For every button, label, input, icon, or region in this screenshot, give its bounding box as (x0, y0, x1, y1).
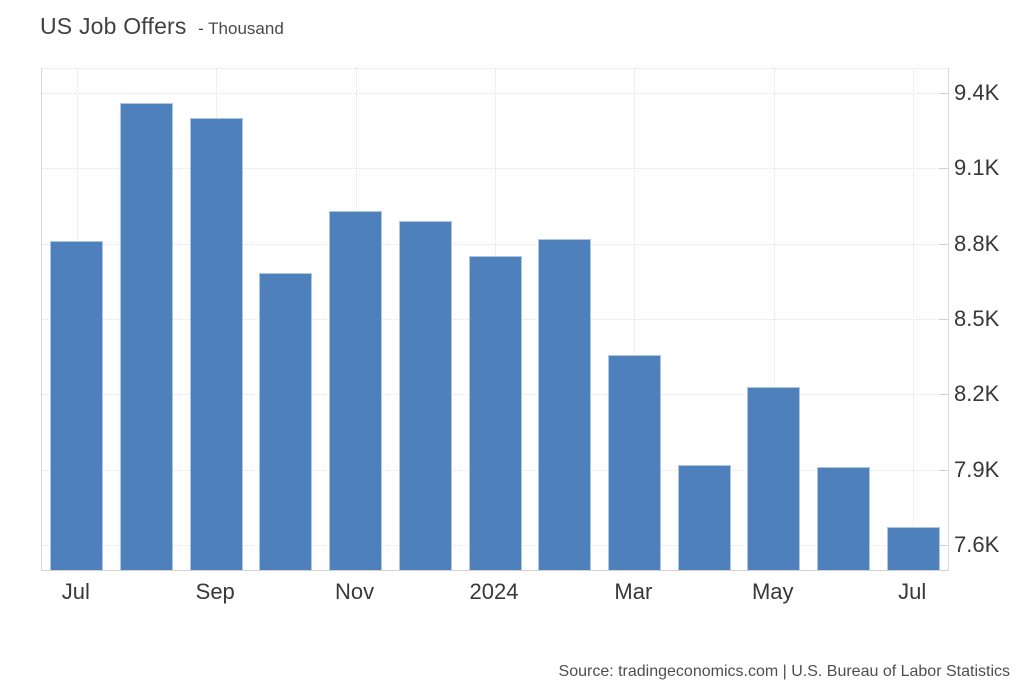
bar-nov-2023[interactable] (329, 211, 383, 570)
x-axis-label-2024: 2024 (469, 579, 519, 604)
gridline-x-Jul (913, 68, 915, 570)
chart-title: US Job Offers - Thousand (40, 13, 284, 40)
gridline-x-May (773, 68, 775, 570)
bar-jul-2024[interactable] (886, 526, 940, 570)
y-axis-label-8.5K: 8.5K (954, 306, 1000, 331)
bar-mar-2024[interactable] (607, 355, 661, 570)
y-axis-label-8.2K: 8.2K (954, 381, 1000, 407)
plot-area (41, 68, 949, 571)
y-axis-label-9.1K: 9.1K (954, 155, 1000, 181)
y-axis-label-8.8K: 8.8K (954, 230, 1000, 256)
y-axis-label-7.6K: 7.6K (954, 531, 1000, 557)
y-tick-8.5K (939, 319, 947, 320)
x-axis-label-May: May (751, 579, 794, 604)
source-attribution: Source: tradingeconomics.com | U.S. Bure… (558, 663, 1010, 680)
y-tick-8.8K (939, 243, 947, 245)
bar-jun-2024[interactable] (816, 467, 870, 570)
x-axis-label-Sep: Sep (195, 579, 235, 604)
y-axis-label-9.4K: 9.4K (954, 80, 1000, 106)
y-axis-label-7.9K: 7.9K (954, 456, 1000, 482)
y-tick-9.1K (939, 168, 947, 170)
x-axis-label-Jul: Jul (61, 579, 90, 604)
bar-oct-2023[interactable] (259, 272, 313, 570)
bar-apr-2024[interactable] (677, 464, 731, 570)
x-axis-label-Mar: Mar (614, 579, 653, 604)
y-tick-8.2K (939, 394, 947, 396)
bar-feb-2024[interactable] (538, 238, 592, 570)
y-tick-9.4K (939, 93, 947, 95)
bar-jul-2023[interactable] (50, 241, 104, 570)
chart-title-unit: - Thousand (198, 19, 284, 38)
chart-title-main: US Job Offers (40, 13, 187, 39)
bar-dec-2023[interactable] (398, 221, 452, 570)
y-tick-7.9K (939, 469, 947, 471)
bar-jan-2024[interactable] (468, 256, 522, 570)
x-axis-label-Nov: Nov (335, 579, 375, 604)
gridline-x-Mar (634, 68, 636, 570)
bar-sep-2023[interactable] (189, 118, 243, 570)
bar-may-2024[interactable] (747, 386, 801, 570)
bar-aug-2023[interactable] (120, 103, 174, 570)
x-axis-label-Jul: Jul (898, 579, 927, 604)
y-tick-7.6K (939, 544, 947, 546)
